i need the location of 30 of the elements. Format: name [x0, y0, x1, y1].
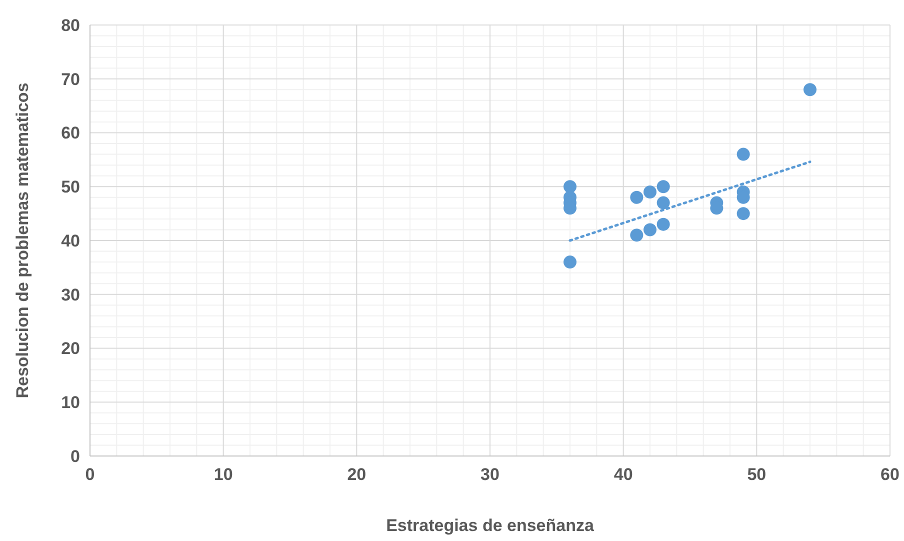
- x-tick-label: 0: [85, 465, 95, 484]
- point: [736, 207, 750, 220]
- point: [656, 196, 670, 210]
- x-tick-label: 10: [214, 465, 233, 484]
- point: [630, 190, 644, 204]
- y-tick-label: 30: [61, 285, 80, 304]
- point: [644, 186, 656, 199]
- point: [564, 256, 576, 269]
- y-tick-label: 10: [61, 393, 80, 412]
- point: [736, 148, 750, 161]
- y-tick-label: 60: [61, 124, 80, 143]
- point: [630, 228, 644, 242]
- x-axis-title: Estrategias de enseñanza: [386, 516, 594, 535]
- y-tick-label: 20: [61, 339, 80, 358]
- x-tick-label: 60: [880, 465, 900, 484]
- y-axis-title: Resolucion de problemas matematicos: [13, 82, 32, 398]
- x-tick-label: 30: [480, 465, 500, 484]
- x-tick-label: 50: [747, 465, 766, 484]
- y-tick-label: 50: [61, 178, 80, 197]
- point: [656, 218, 670, 231]
- y-tick-label: 0: [70, 446, 80, 466]
- point: [564, 180, 576, 194]
- y-tick-label: 80: [61, 16, 80, 35]
- point: [644, 223, 656, 236]
- x-tick-label: 40: [614, 465, 633, 484]
- point: [656, 180, 670, 194]
- point: [804, 83, 816, 96]
- x-tick-label: 20: [347, 465, 366, 484]
- y-tick-label: 40: [61, 231, 80, 250]
- y-tick-label: 70: [61, 70, 80, 89]
